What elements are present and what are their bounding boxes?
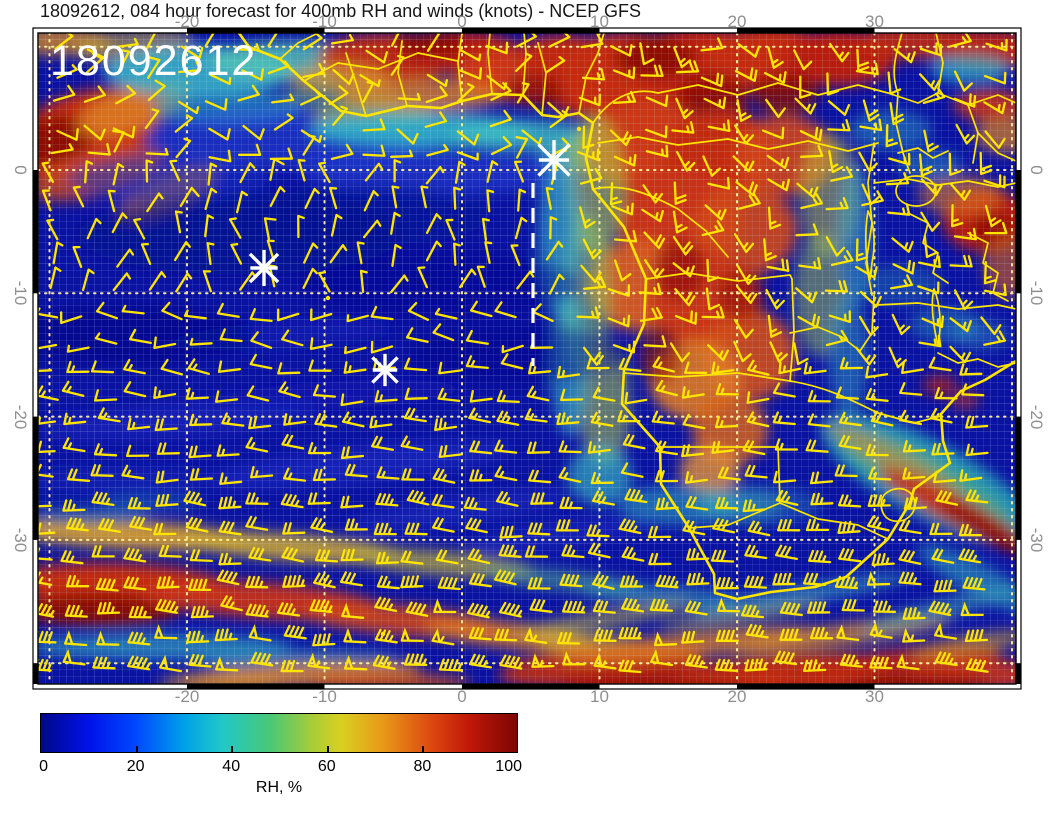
- axis-tick-label: 0: [11, 165, 30, 175]
- map-area: 18092612: [32, 27, 1022, 690]
- map-zebra-frame: [32, 27, 1022, 690]
- axis-tick-label: 0: [457, 687, 467, 706]
- axis-tick-label: 20: [727, 687, 747, 706]
- graticule-gridlines: [37, 32, 1017, 685]
- axis-tick-label: -20: [1027, 404, 1046, 429]
- axis-tick-label: 0: [457, 12, 467, 31]
- axis-tick-label: -10: [11, 281, 30, 306]
- axis-tick-label: -20: [174, 12, 200, 31]
- colorbar-tick-label: 60: [317, 758, 336, 775]
- colorbar-tick-label: 20: [126, 758, 145, 775]
- colorbar-gradient: [40, 713, 518, 753]
- axis-tick-label: 0: [1027, 165, 1046, 175]
- axis-tick-label: -30: [11, 527, 30, 553]
- axis-tick-label: -30: [1027, 527, 1046, 553]
- storm-position-markers: [248, 140, 571, 387]
- coastline-and-borders: [237, 31, 1018, 637]
- colorbar-tick-mark: [326, 746, 329, 752]
- axis-tick-label: 30: [865, 12, 884, 31]
- colorbar-tick-label: 0: [39, 758, 49, 775]
- rh-field-raster: [38, 33, 1016, 684]
- axis-tick-label: 10: [590, 687, 609, 706]
- axis-tick-label: -10: [312, 12, 337, 31]
- run-id-stamp: 18092612: [50, 37, 258, 85]
- axis-tick-label: -20: [174, 687, 200, 706]
- map-overlay-layer: [32, 27, 1022, 690]
- axis-tick-label: -10: [312, 687, 337, 706]
- colorbar-tick-mark: [135, 746, 138, 752]
- page-title: 18092612, 084 hour forecast for 400mb RH…: [40, 1, 641, 21]
- colorbar: 0 20 40 60 80 100 RH, %: [39, 713, 522, 803]
- colorbar-tick-label: 100: [495, 758, 523, 775]
- axis-tick-label: 20: [727, 12, 747, 31]
- axis-tick-label: -10: [1027, 281, 1046, 306]
- colorbar-tick-mark: [231, 746, 234, 752]
- axis-tick-label: 10: [590, 12, 609, 31]
- colorbar-tick-mark: [422, 746, 425, 752]
- axis-tick-label: 30: [865, 687, 884, 706]
- wind-barb-field: [36, 31, 1008, 674]
- axis-tick-label: -20: [11, 404, 30, 429]
- colorbar-tick-label: 40: [222, 758, 241, 775]
- colorbar-tick-label: 80: [413, 758, 432, 775]
- colorbar-caption: RH, %: [255, 779, 303, 796]
